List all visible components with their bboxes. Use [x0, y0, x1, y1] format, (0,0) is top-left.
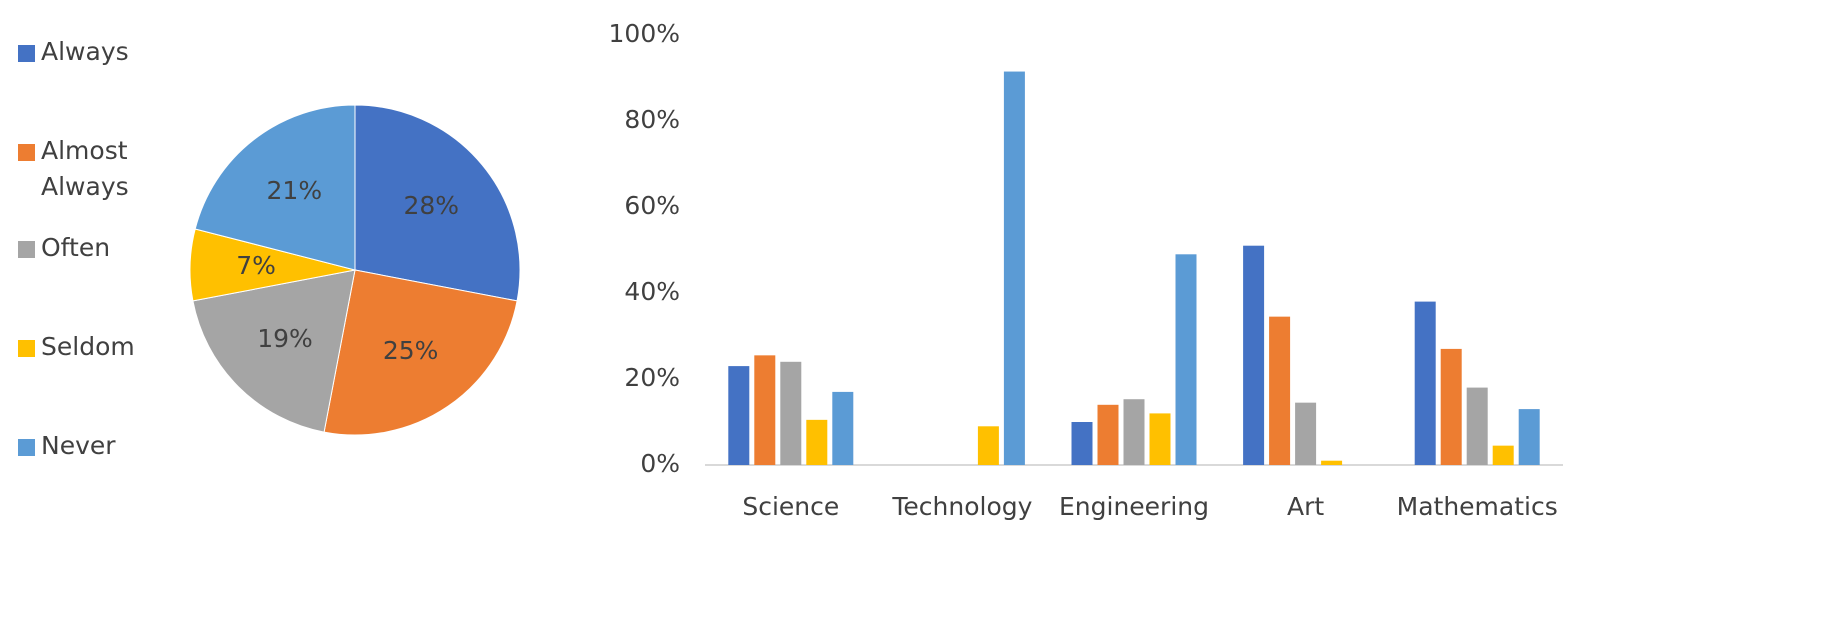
legend-label-seldom: Seldom — [41, 332, 135, 361]
bar-science-seldom — [806, 419, 828, 465]
bar-science-often — [780, 361, 802, 465]
y-tick-label-100: 100% — [609, 19, 680, 48]
legend-swatch-always — [18, 45, 35, 62]
bar-art-often — [1295, 402, 1317, 465]
legend-item-seldom: Seldom — [18, 329, 161, 365]
legend-swatch-seldom — [18, 340, 35, 357]
bar-engineering-often — [1123, 399, 1145, 465]
legend-swatch-almost-always — [18, 144, 35, 161]
pie-data-label-almost-always: 25% — [383, 336, 439, 365]
legend-label-almost-always: Almost Always — [41, 136, 129, 201]
x-category-label-technology: Technology — [891, 492, 1032, 521]
bar-science-always — [728, 366, 750, 465]
bar-mathematics-always — [1414, 301, 1436, 465]
bar-engineering-seldom — [1149, 413, 1171, 465]
pie-chart: 28% 25% 19% 7% 21% — [189, 104, 521, 436]
y-tick-label-60: 60% — [624, 191, 680, 220]
pie-data-label-often: 19% — [257, 324, 313, 353]
y-tick-label-40: 40% — [624, 277, 680, 306]
bar-technology-never — [1003, 71, 1025, 466]
pie-slice-always — [354, 104, 521, 302]
x-category-label-art: Art — [1287, 492, 1324, 521]
pie-slice-almost-always — [323, 269, 518, 436]
bar-science-never — [832, 391, 854, 465]
bar-mathematics-almost-always — [1440, 348, 1462, 465]
legend-label-often: Often — [41, 233, 111, 262]
bar-art-almost-always — [1269, 316, 1291, 465]
bar-engineering-almost-always — [1097, 404, 1119, 465]
pie-data-label-seldom: 7% — [236, 251, 276, 280]
bar-art-always — [1243, 245, 1265, 465]
legend-item-often: Often — [18, 230, 161, 266]
x-category-label-engineering: Engineering — [1059, 492, 1209, 521]
y-tick-label-0: 0% — [640, 449, 680, 478]
legend-swatch-often — [18, 241, 35, 258]
y-tick-label-20: 20% — [624, 363, 680, 392]
bar-technology-seldom — [977, 426, 999, 465]
legend-item-never: Never — [18, 428, 161, 464]
pie-slice-often — [192, 269, 356, 433]
legend-label-always: Always — [41, 37, 129, 66]
legend-label-never: Never — [41, 431, 116, 460]
x-category-label-mathematics: Mathematics — [1397, 492, 1558, 521]
pie-slice-never — [194, 104, 356, 271]
legend-item-almost-always: Almost Always — [18, 133, 161, 205]
pie-data-label-never: 21% — [267, 176, 323, 205]
bar-mathematics-seldom — [1492, 445, 1514, 465]
bar-science-almost-always — [754, 355, 776, 465]
legend-swatch-never — [18, 439, 35, 456]
bar-engineering-never — [1175, 254, 1197, 465]
legend-item-always: Always — [18, 34, 161, 70]
legend: Always Almost Always Often Seldom Never — [18, 0, 198, 626]
bar-mathematics-often — [1466, 387, 1488, 465]
pie-data-label-always: 28% — [403, 191, 459, 220]
bar-engineering-always — [1071, 422, 1093, 465]
bar-mathematics-never — [1518, 409, 1540, 465]
x-category-label-science: Science — [742, 492, 839, 521]
y-tick-label-80: 80% — [624, 105, 680, 134]
bar-art-seldom — [1321, 460, 1343, 465]
